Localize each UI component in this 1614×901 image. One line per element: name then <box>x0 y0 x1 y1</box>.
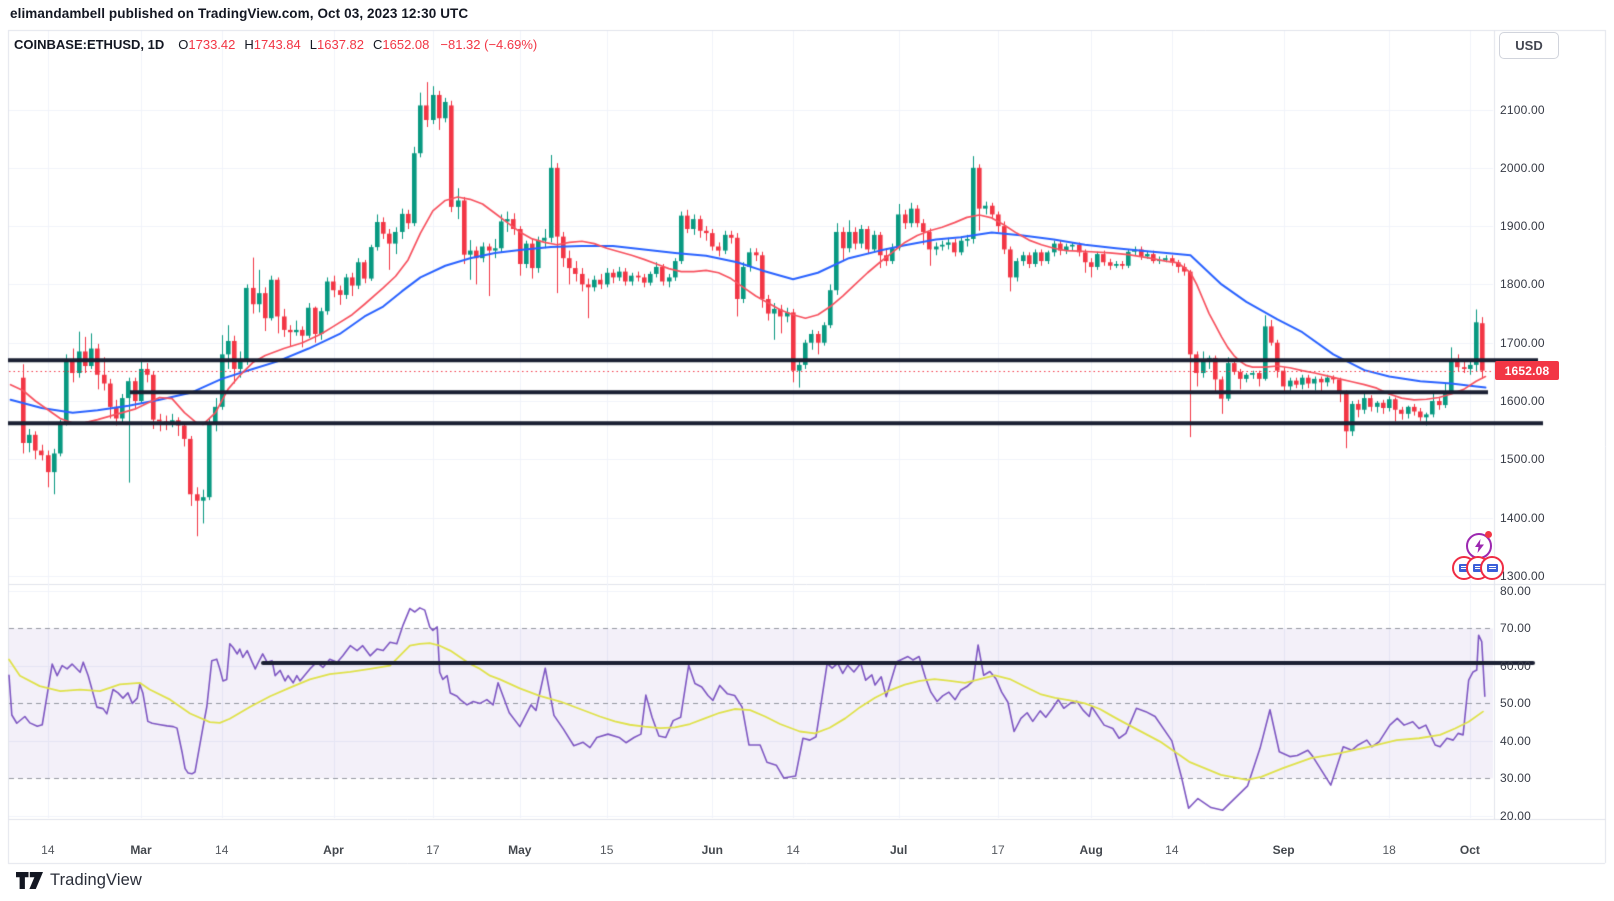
rsi-tick-label: 20.00 <box>1500 808 1532 823</box>
x-tick-label: Jul <box>889 843 908 857</box>
price-tick-label: 1800.00 <box>1500 277 1545 292</box>
x-tick-label: Aug <box>1079 843 1103 857</box>
x-tick-label: Jun <box>701 843 723 857</box>
x-tick-label: 18 <box>1382 843 1396 857</box>
change-text: −81.32 (−4.69%) <box>440 37 538 52</box>
price-tick-label: 1500.00 <box>1500 452 1545 467</box>
flash-icon[interactable] <box>1466 531 1492 559</box>
ohlc-high: H1743.84 <box>244 37 301 52</box>
price-tick-label: 1600.00 <box>1500 394 1545 408</box>
published-line: elimandambell published on TradingView.c… <box>10 6 469 21</box>
tradingview-mark-icon <box>16 872 43 889</box>
x-tick-label: Mar <box>130 843 152 857</box>
price-tick-label: 2000.00 <box>1500 160 1545 175</box>
tradingview-logo-text: TradingView <box>50 871 142 889</box>
dollar-coin-icon <box>1480 556 1504 580</box>
x-tick-label: May <box>508 843 532 857</box>
x-tick-label: 14 <box>786 843 800 857</box>
x-tick-label: Apr <box>323 843 344 857</box>
x-tick-label: Oct <box>1459 843 1480 857</box>
rsi-tick-label: 60.00 <box>1500 658 1532 673</box>
ohlc-close: C1652.08 <box>373 37 430 52</box>
last-price-badge: 1652.08 <box>1495 361 1559 381</box>
x-tick-label: 14 <box>215 843 229 857</box>
x-tick-label: 14 <box>41 843 55 857</box>
symbol-legend: COINBASE:ETHUSD, 1D O1733.42 H1743.84 L1637… <box>14 37 537 52</box>
price-tick-label: 1300.00 <box>1500 568 1545 583</box>
x-tick-label: 17 <box>991 843 1005 857</box>
price-tick-label: 1900.00 <box>1500 219 1545 234</box>
price-tick-label: 1400.00 <box>1500 510 1545 525</box>
notification-dot-icon <box>1485 531 1492 538</box>
x-tick-label: 15 <box>600 843 614 857</box>
rsi-tick-label: 70.00 <box>1500 621 1532 636</box>
price-tick-label: 2100.00 <box>1500 102 1545 117</box>
rsi-tick-label: 30.00 <box>1500 771 1532 786</box>
ohlc-open: O1733.42 <box>178 37 236 52</box>
rsi-tick-label: 80.00 <box>1500 584 1532 598</box>
price-tick-label: 1700.00 <box>1500 335 1545 350</box>
x-tick-label: Sep <box>1272 843 1295 857</box>
rsi-tick-label: 50.00 <box>1500 696 1532 711</box>
tradingview-logo[interactable]: TradingView <box>16 871 142 890</box>
ohlc-low: L1637.82 <box>309 37 364 52</box>
x-tick-label: 17 <box>426 843 440 857</box>
currency-button[interactable]: USD <box>1499 32 1559 59</box>
x-tick-label: 14 <box>1165 843 1179 857</box>
rsi-tick-label: 40.00 <box>1500 733 1532 748</box>
symbol-name: COINBASE:ETHUSD, 1D <box>14 37 165 52</box>
